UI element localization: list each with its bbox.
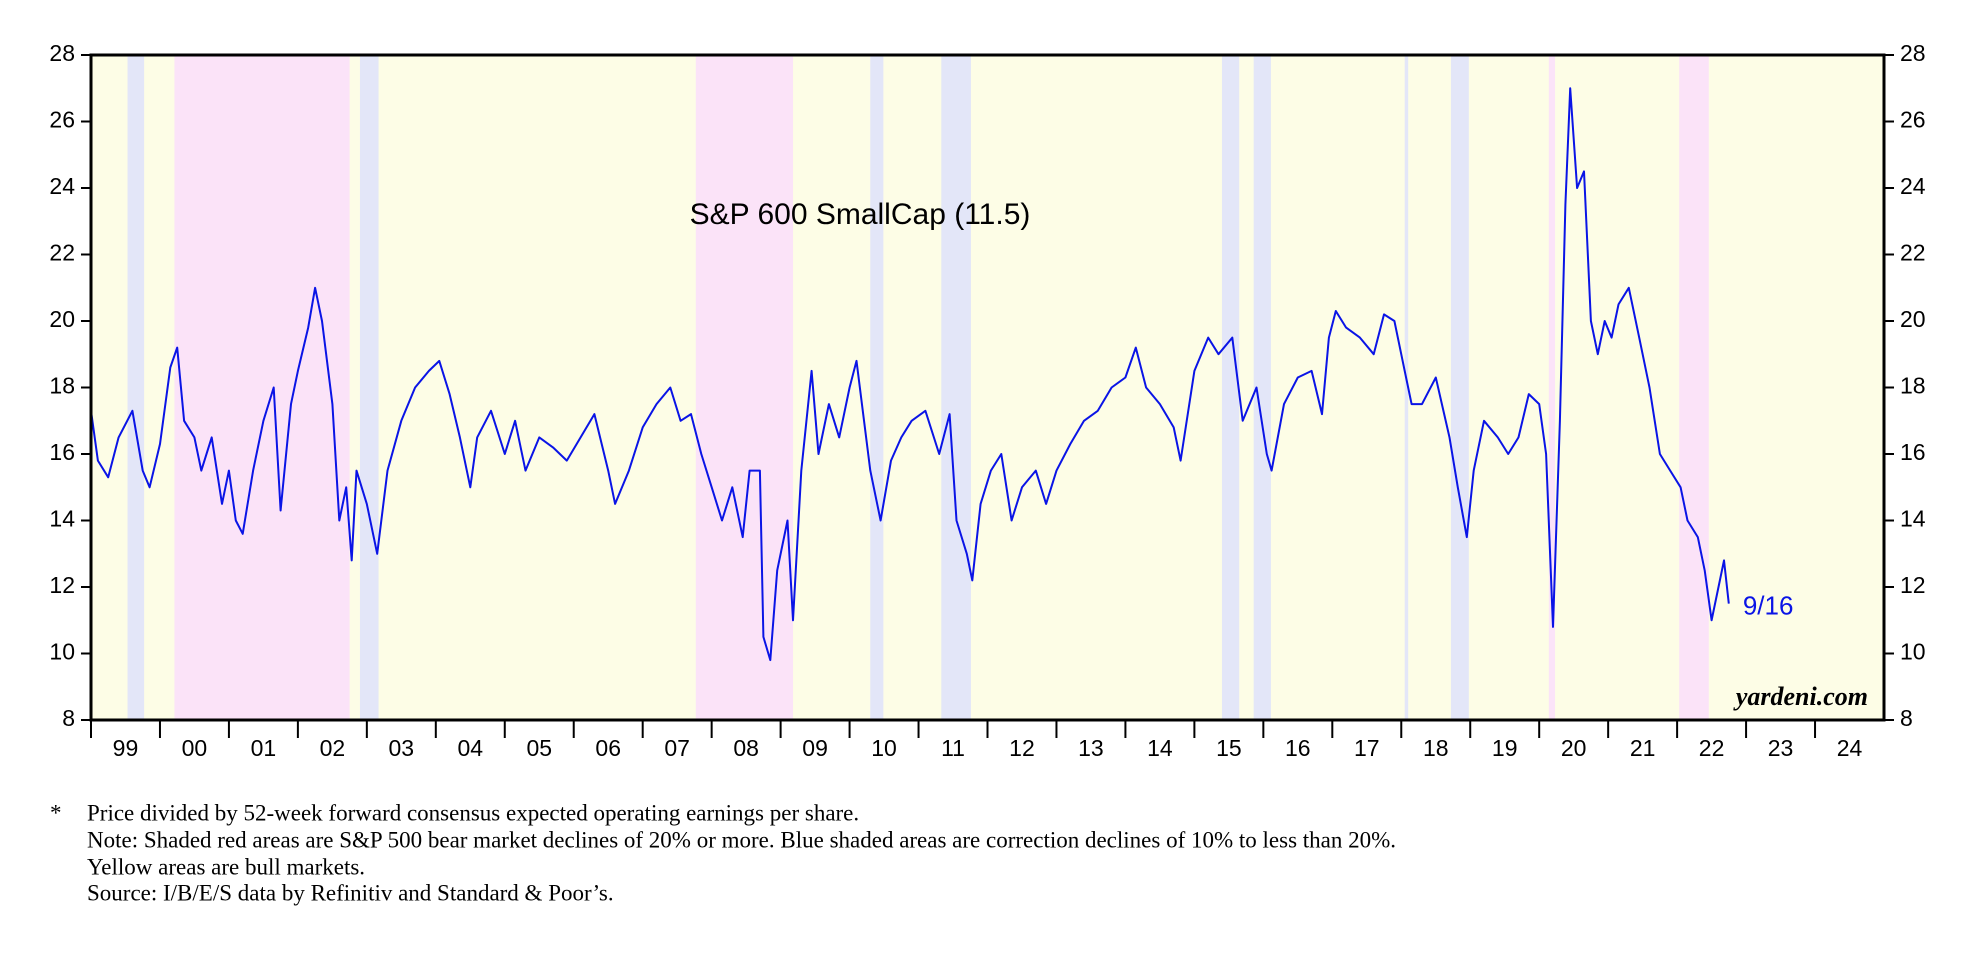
shaded-band xyxy=(127,55,145,720)
shaded-band xyxy=(941,55,971,720)
x-tick-label: 24 xyxy=(1837,735,1863,761)
shaded-band xyxy=(1450,55,1469,720)
y-tick-label: 12 xyxy=(49,572,75,598)
shaded-band xyxy=(1679,55,1709,720)
y2-tick-label: 8 xyxy=(1900,705,1913,731)
y-tick-label: 14 xyxy=(49,506,75,532)
footnote: Yellow areas are bull markets. xyxy=(87,854,365,879)
x-tick-label: 19 xyxy=(1492,735,1518,761)
x-tick-label: 21 xyxy=(1630,735,1656,761)
watermark: yardeni.com xyxy=(1733,682,1868,711)
x-tick-label: 10 xyxy=(871,735,897,761)
y2-tick-label: 16 xyxy=(1900,439,1926,465)
y2-tick-label: 20 xyxy=(1900,306,1926,332)
x-tick-label: 05 xyxy=(526,735,552,761)
x-tick-label: 11 xyxy=(941,735,965,761)
y-tick-label: 24 xyxy=(49,173,75,199)
data-line xyxy=(90,87,1730,662)
plot-background xyxy=(91,55,1884,720)
y-tick-label: 16 xyxy=(49,439,75,465)
shaded-band xyxy=(1221,55,1240,720)
x-tick-label: 00 xyxy=(182,735,208,761)
x-tick-label: 20 xyxy=(1561,735,1587,761)
x-tick-label: 07 xyxy=(664,735,690,761)
shaded-band xyxy=(174,55,350,720)
y2-tick-label: 28 xyxy=(1900,40,1926,66)
y2-tick-label: 14 xyxy=(1900,506,1926,532)
y-tick-label: 10 xyxy=(49,639,75,665)
y2-tick-label: 22 xyxy=(1900,240,1926,266)
y-tick-label: 26 xyxy=(49,107,75,133)
x-tick-label: 13 xyxy=(1078,735,1104,761)
x-tick-label: 14 xyxy=(1147,735,1173,761)
end-label: 9/16 xyxy=(1743,591,1794,621)
x-tick-label: 15 xyxy=(1216,735,1242,761)
chart-title: S&P 600 SmallCap (11.5) xyxy=(690,198,1031,231)
x-tick-label: 18 xyxy=(1423,735,1449,761)
footnote: Note: Shaded red areas are S&P 500 bear … xyxy=(87,827,1396,852)
footnote: Source: I/B/E/S data by Refinitiv and St… xyxy=(87,880,614,905)
y2-tick-label: 26 xyxy=(1900,107,1926,133)
y2-tick-label: 18 xyxy=(1900,373,1926,399)
x-tick-label: 99 xyxy=(113,735,139,761)
x-tick-label: 16 xyxy=(1285,735,1311,761)
x-tick-label: 08 xyxy=(733,735,759,761)
x-tick-label: 22 xyxy=(1699,735,1725,761)
y2-tick-label: 10 xyxy=(1900,639,1926,665)
y2-tick-label: 24 xyxy=(1900,173,1926,199)
y-tick-label: 28 xyxy=(49,40,75,66)
y-tick-label: 22 xyxy=(49,240,75,266)
y2-tick-label: 12 xyxy=(1900,572,1926,598)
y-tick-label: 18 xyxy=(49,373,75,399)
x-tick-label: 23 xyxy=(1768,735,1794,761)
y-tick-label: 20 xyxy=(49,306,75,332)
shaded-band xyxy=(1404,55,1409,720)
footnote-marker: * xyxy=(50,800,62,825)
x-tick-label: 01 xyxy=(251,735,277,761)
x-tick-label: 02 xyxy=(320,735,346,761)
x-tick-label: 17 xyxy=(1354,735,1380,761)
x-tick-label: 03 xyxy=(389,735,415,761)
footnote: Price divided by 52-week forward consens… xyxy=(87,800,859,825)
shaded-band xyxy=(695,55,794,720)
shaded-band xyxy=(870,55,884,720)
x-tick-label: 06 xyxy=(595,735,621,761)
y-tick-label: 8 xyxy=(62,705,75,731)
shaded-band xyxy=(1253,55,1271,720)
shaded-band xyxy=(1548,55,1556,720)
x-tick-label: 04 xyxy=(457,735,483,761)
plot-frame xyxy=(89,53,1886,722)
x-tick-label: 09 xyxy=(802,735,828,761)
x-tick-label: 12 xyxy=(1009,735,1035,761)
shaded-band xyxy=(359,55,379,720)
